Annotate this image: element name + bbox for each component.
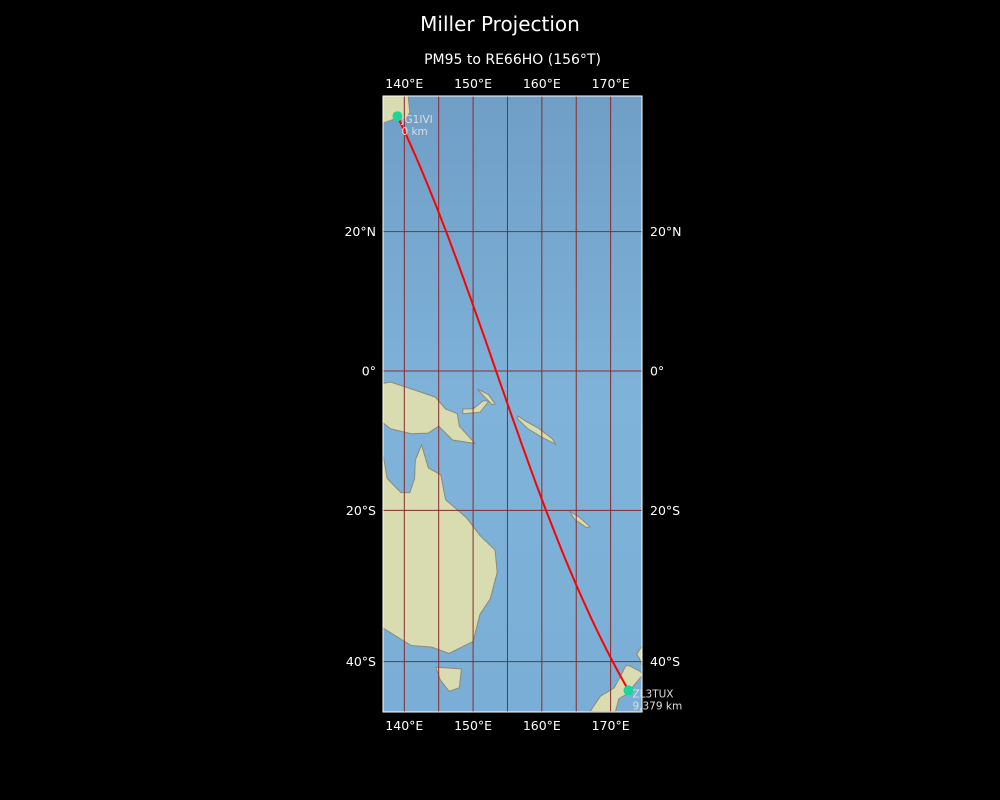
station-marker [392, 111, 403, 122]
great-circle-route [396, 115, 630, 691]
lon-tick-label: 170°E [592, 718, 630, 733]
map-title: Miller Projection [420, 12, 580, 36]
landmass-new-guinea [383, 381, 477, 445]
landmass-new-ireland [476, 388, 496, 406]
landmass-new-caledonia [568, 510, 592, 529]
lat-tick-label: 40°S [650, 654, 680, 669]
lat-tick-label: 20°N [344, 224, 376, 239]
lat-tick-label: 0° [362, 364, 376, 379]
lat-tick-label: 20°S [346, 503, 376, 518]
map-subtitle: PM95 to RE66HO (156°T) [424, 52, 601, 68]
lon-tick-label: 140°E [385, 718, 423, 733]
lat-tick-label: 40°S [346, 654, 376, 669]
landmass-solomon-islands [517, 414, 557, 446]
lon-tick-label: 170°E [592, 76, 630, 91]
lat-tick-label: 0° [650, 364, 664, 379]
map-frame [382, 95, 643, 713]
station-marker [623, 685, 634, 696]
station-callsign: JG1IVI [400, 114, 432, 126]
lon-tick-label: 150°E [454, 718, 492, 733]
lon-tick-label: 160°E [523, 718, 561, 733]
lon-tick-label: 160°E [523, 76, 561, 91]
station-distance: 9,379 km [632, 700, 682, 712]
lon-tick-label: 150°E [454, 76, 492, 91]
lon-tick-label: 140°E [385, 76, 423, 91]
station-distance: 0 km [401, 126, 427, 138]
landmass-japan [383, 96, 411, 124]
station-callsign: ZL3TUX [632, 688, 673, 700]
lat-tick-label: 20°S [650, 503, 680, 518]
landmass-tasmania [435, 666, 462, 692]
lat-tick-label: 20°N [650, 224, 682, 239]
